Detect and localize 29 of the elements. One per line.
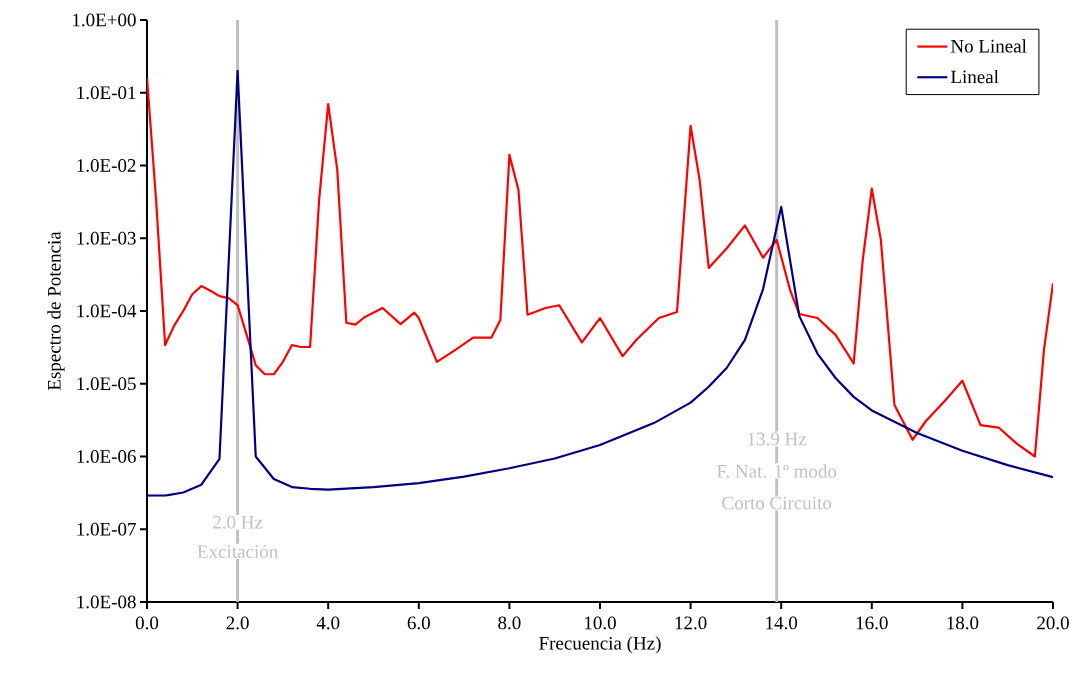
x-tick-label: 8.0: [498, 616, 521, 630]
x-tick-label: 10.0: [585, 616, 616, 630]
x-tick-label: 20.0: [1037, 616, 1069, 630]
x-tick-label: 6.0: [407, 616, 430, 630]
y-tick-label: 1.0E+00: [73, 13, 136, 27]
y-tick-label: 1.0E-07: [77, 522, 136, 536]
x-tick-label: 18.0: [947, 616, 979, 630]
y-tick-label: 1.0E-01: [77, 86, 136, 100]
x-tick-label: 12.0: [675, 616, 707, 630]
annotation: Corto Circuito: [722, 496, 832, 510]
annotation: Excitación: [197, 544, 278, 559]
y-tick-label: 1.0E-03: [77, 231, 136, 245]
x-tick-label: 14.0: [766, 616, 798, 630]
x-tick-label: 16.0: [856, 616, 888, 630]
annotation: F. Nat. 1º modo: [716, 464, 837, 478]
ref-line-label: 13.9 Hz: [748, 432, 807, 446]
ref-line-label: 2.0 Hz: [213, 515, 263, 529]
y-tick-label: 1.0E-04: [77, 304, 137, 318]
legend-label: No Lineal: [950, 39, 1027, 53]
x-axis-title: Frecuencia (Hz): [539, 636, 661, 654]
x-tick-label: 0.0: [135, 616, 159, 630]
y-tick-label: 1.0E-06: [77, 450, 136, 463]
y-axis-title: Espectro de Potencia: [47, 231, 65, 391]
legend-label: Lineal: [950, 69, 999, 84]
y-tick-label: 1.0E-05: [77, 377, 136, 391]
x-tick-label: 4.0: [316, 616, 340, 630]
y-tick-label: 1.0E-02: [77, 159, 136, 172]
x-tick-label: 2.0: [226, 616, 249, 630]
y-tick-label: 1.0E-08: [77, 595, 136, 609]
